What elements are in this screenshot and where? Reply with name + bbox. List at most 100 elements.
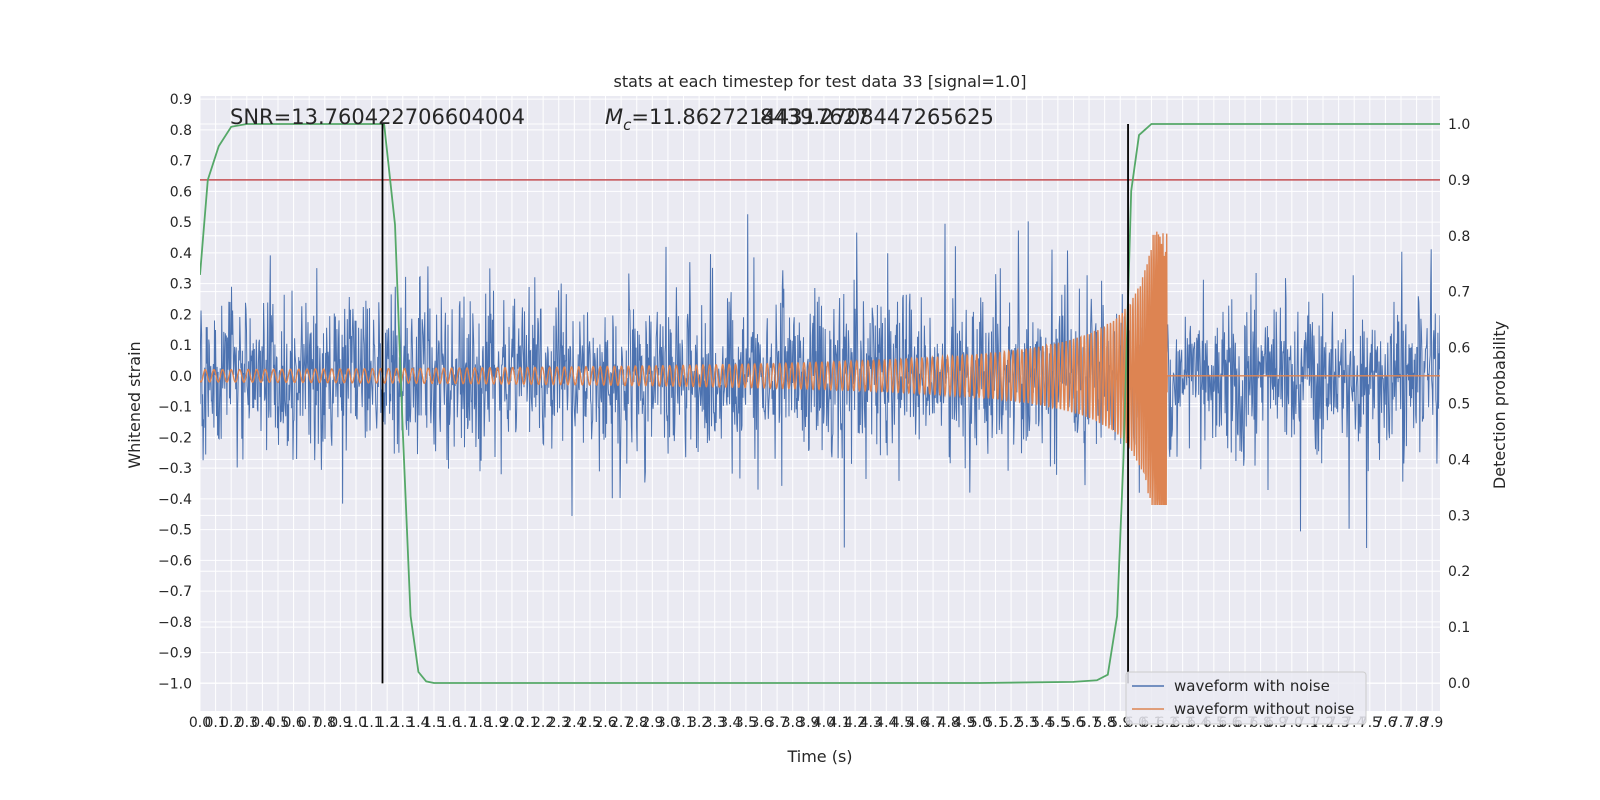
x-tick-label: 4.7 bbox=[922, 715, 944, 731]
y2-tick-label: 0.1 bbox=[1448, 620, 1470, 636]
chirp-mass-value: =11.86272144317627 bbox=[631, 105, 869, 129]
x-tick-label: 5.1 bbox=[984, 715, 1006, 731]
y-tick-label: −0.3 bbox=[158, 461, 192, 477]
x-tick-label: 0.3 bbox=[236, 715, 258, 731]
y-tick-label: −0.4 bbox=[158, 492, 192, 508]
y-tick-label: 0.8 bbox=[170, 123, 192, 139]
y-tick-labels: 0.9 0.8 0.7 0.6 0.5 0.4 0.3 0.2 0.1 0.0 −0.1 −0.2 −0… bbox=[158, 92, 192, 692]
x-tick-label: 2.2 bbox=[532, 715, 554, 731]
x-tick-label: 4.8 bbox=[938, 715, 960, 731]
x-tick-label: 3.0 bbox=[657, 715, 679, 731]
x-tick-label: 5.8 bbox=[1094, 715, 1116, 731]
x-tick-label: 5.5 bbox=[1047, 715, 1069, 731]
y-tick-label: 0.5 bbox=[170, 215, 192, 231]
y-tick-label: −0.1 bbox=[158, 400, 192, 416]
detection-probability-line bbox=[200, 123, 1440, 684]
x-tick-labels: 0.00.10.20.30.40.50.60.70.80.91.01.11.21… bbox=[189, 715, 1443, 731]
chirp-mass-subscript: c bbox=[623, 116, 632, 134]
x-tick-label: 0.0 bbox=[189, 715, 211, 731]
y-tick-label: 0.4 bbox=[170, 246, 192, 262]
y-tick-label: 0.7 bbox=[170, 154, 192, 170]
legend-box bbox=[1125, 671, 1367, 725]
x-tick-label: 4.0 bbox=[813, 715, 835, 731]
y-tick-label: 0.3 bbox=[170, 277, 192, 293]
x-tick-label: 2.6 bbox=[594, 715, 616, 731]
x-tick-label: 2.9 bbox=[641, 715, 663, 731]
y-tick-label: −0.6 bbox=[158, 553, 192, 569]
x-tick-label: 3.4 bbox=[719, 715, 741, 731]
x-tick-label: 3.8 bbox=[782, 715, 804, 731]
x-tick-label: 2.4 bbox=[563, 715, 585, 731]
y2-tick-label: 0.9 bbox=[1448, 173, 1470, 189]
x-tick-label: 5.6 bbox=[1062, 715, 1084, 731]
y-tick-label: 0.1 bbox=[170, 338, 192, 354]
x-tick-label: 0.6 bbox=[282, 715, 304, 731]
x-tick-label: 4.4 bbox=[875, 715, 897, 731]
y-tick-label: −0.9 bbox=[158, 646, 192, 662]
x-tick-label: 1.7 bbox=[454, 715, 476, 731]
x-tick-label: 2.0 bbox=[501, 715, 523, 731]
x-tick-label: 3.5 bbox=[735, 715, 757, 731]
x-tick-label: 4.5 bbox=[891, 715, 913, 731]
x-tick-label: 1.4 bbox=[407, 715, 429, 731]
y2-tick-label: 0.2 bbox=[1448, 564, 1470, 580]
x-tick-label: 5.7 bbox=[1078, 715, 1100, 731]
x-tick-label: 1.0 bbox=[345, 715, 367, 731]
y-tick-label: −0.7 bbox=[158, 584, 192, 600]
x-tick-label: 2.8 bbox=[626, 715, 648, 731]
y2-tick-label: 1.0 bbox=[1448, 117, 1470, 133]
x-tick-label: 4.1 bbox=[828, 715, 850, 731]
x-tick-label: 3.6 bbox=[750, 715, 772, 731]
x-tick-label: 2.3 bbox=[548, 715, 570, 731]
x-tick-label: 0.5 bbox=[267, 715, 289, 731]
x-tick-label: 7.9 bbox=[1421, 715, 1443, 731]
x-tick-label: 1.8 bbox=[470, 715, 492, 731]
x-tick-label: 4.3 bbox=[860, 715, 882, 731]
y-tick-label: −0.5 bbox=[158, 523, 192, 539]
legend: waveform with noise waveform without noi… bbox=[1125, 671, 1367, 725]
y-axis-label: Whitened strain bbox=[125, 341, 144, 468]
x-tick-label: 2.7 bbox=[610, 715, 632, 731]
x-tick-label: 4.9 bbox=[953, 715, 975, 731]
y2-axis-label: Detection probability bbox=[1490, 321, 1509, 489]
y2-tick-label: 0.4 bbox=[1448, 452, 1470, 468]
x-tick-label: 1.2 bbox=[376, 715, 398, 731]
x-tick-label: 0.8 bbox=[314, 715, 336, 731]
snr-annotation: SNR=13.760422706604004 bbox=[230, 105, 525, 129]
x-tick-label: 1.1 bbox=[360, 715, 382, 731]
y-tick-label: 0.0 bbox=[170, 369, 192, 385]
x-tick-label: 3.7 bbox=[766, 715, 788, 731]
x-tick-label: 3.9 bbox=[797, 715, 819, 731]
y2-tick-label: 0.6 bbox=[1448, 341, 1470, 357]
x-tick-label: 7.6 bbox=[1374, 715, 1396, 731]
x-tick-label: 3.2 bbox=[688, 715, 710, 731]
y-tick-label: −0.8 bbox=[158, 615, 192, 631]
x-tick-label: 7.7 bbox=[1390, 715, 1412, 731]
x-tick-label: 0.4 bbox=[251, 715, 273, 731]
x-tick-label: 5.2 bbox=[1000, 715, 1022, 731]
waveform-without-noise-line bbox=[200, 231, 1440, 506]
x-tick-label: 1.9 bbox=[485, 715, 507, 731]
y2-tick-label: 0.7 bbox=[1448, 285, 1470, 301]
chirp-mass-symbol: M bbox=[605, 105, 623, 129]
y-tick-label: 0.9 bbox=[170, 92, 192, 108]
x-tick-label: 2.1 bbox=[516, 715, 538, 731]
x-tick-label: 5.3 bbox=[1016, 715, 1038, 731]
y-tick-label: −0.2 bbox=[158, 430, 192, 446]
x-tick-label: 5.4 bbox=[1031, 715, 1053, 731]
x-tick-label: 7.8 bbox=[1405, 715, 1427, 731]
y2-tick-label: 0.0 bbox=[1448, 676, 1470, 692]
x-tick-label: 4.6 bbox=[906, 715, 928, 731]
overlapping-annotation: 8439.2708447265625 bbox=[760, 105, 994, 129]
legend-label-noise: waveform with noise bbox=[1174, 677, 1330, 695]
x-tick-label: 0.9 bbox=[329, 715, 351, 731]
y2-tick-labels: 1.0 0.9 0.8 0.7 0.6 0.5 0.4 0.3 0.2 0.1 0.0 bbox=[1448, 117, 1470, 692]
chirp-mass-annotation: Mc=11.86272144317627 bbox=[605, 105, 869, 134]
x-tick-label: 3.1 bbox=[672, 715, 694, 731]
waveform-with-noise-line bbox=[200, 214, 1440, 549]
x-tick-label: 5.0 bbox=[969, 715, 991, 731]
y-tick-label: 0.2 bbox=[170, 307, 192, 323]
x-tick-label: 0.1 bbox=[204, 715, 226, 731]
y-tick-label: −1.0 bbox=[158, 676, 192, 692]
